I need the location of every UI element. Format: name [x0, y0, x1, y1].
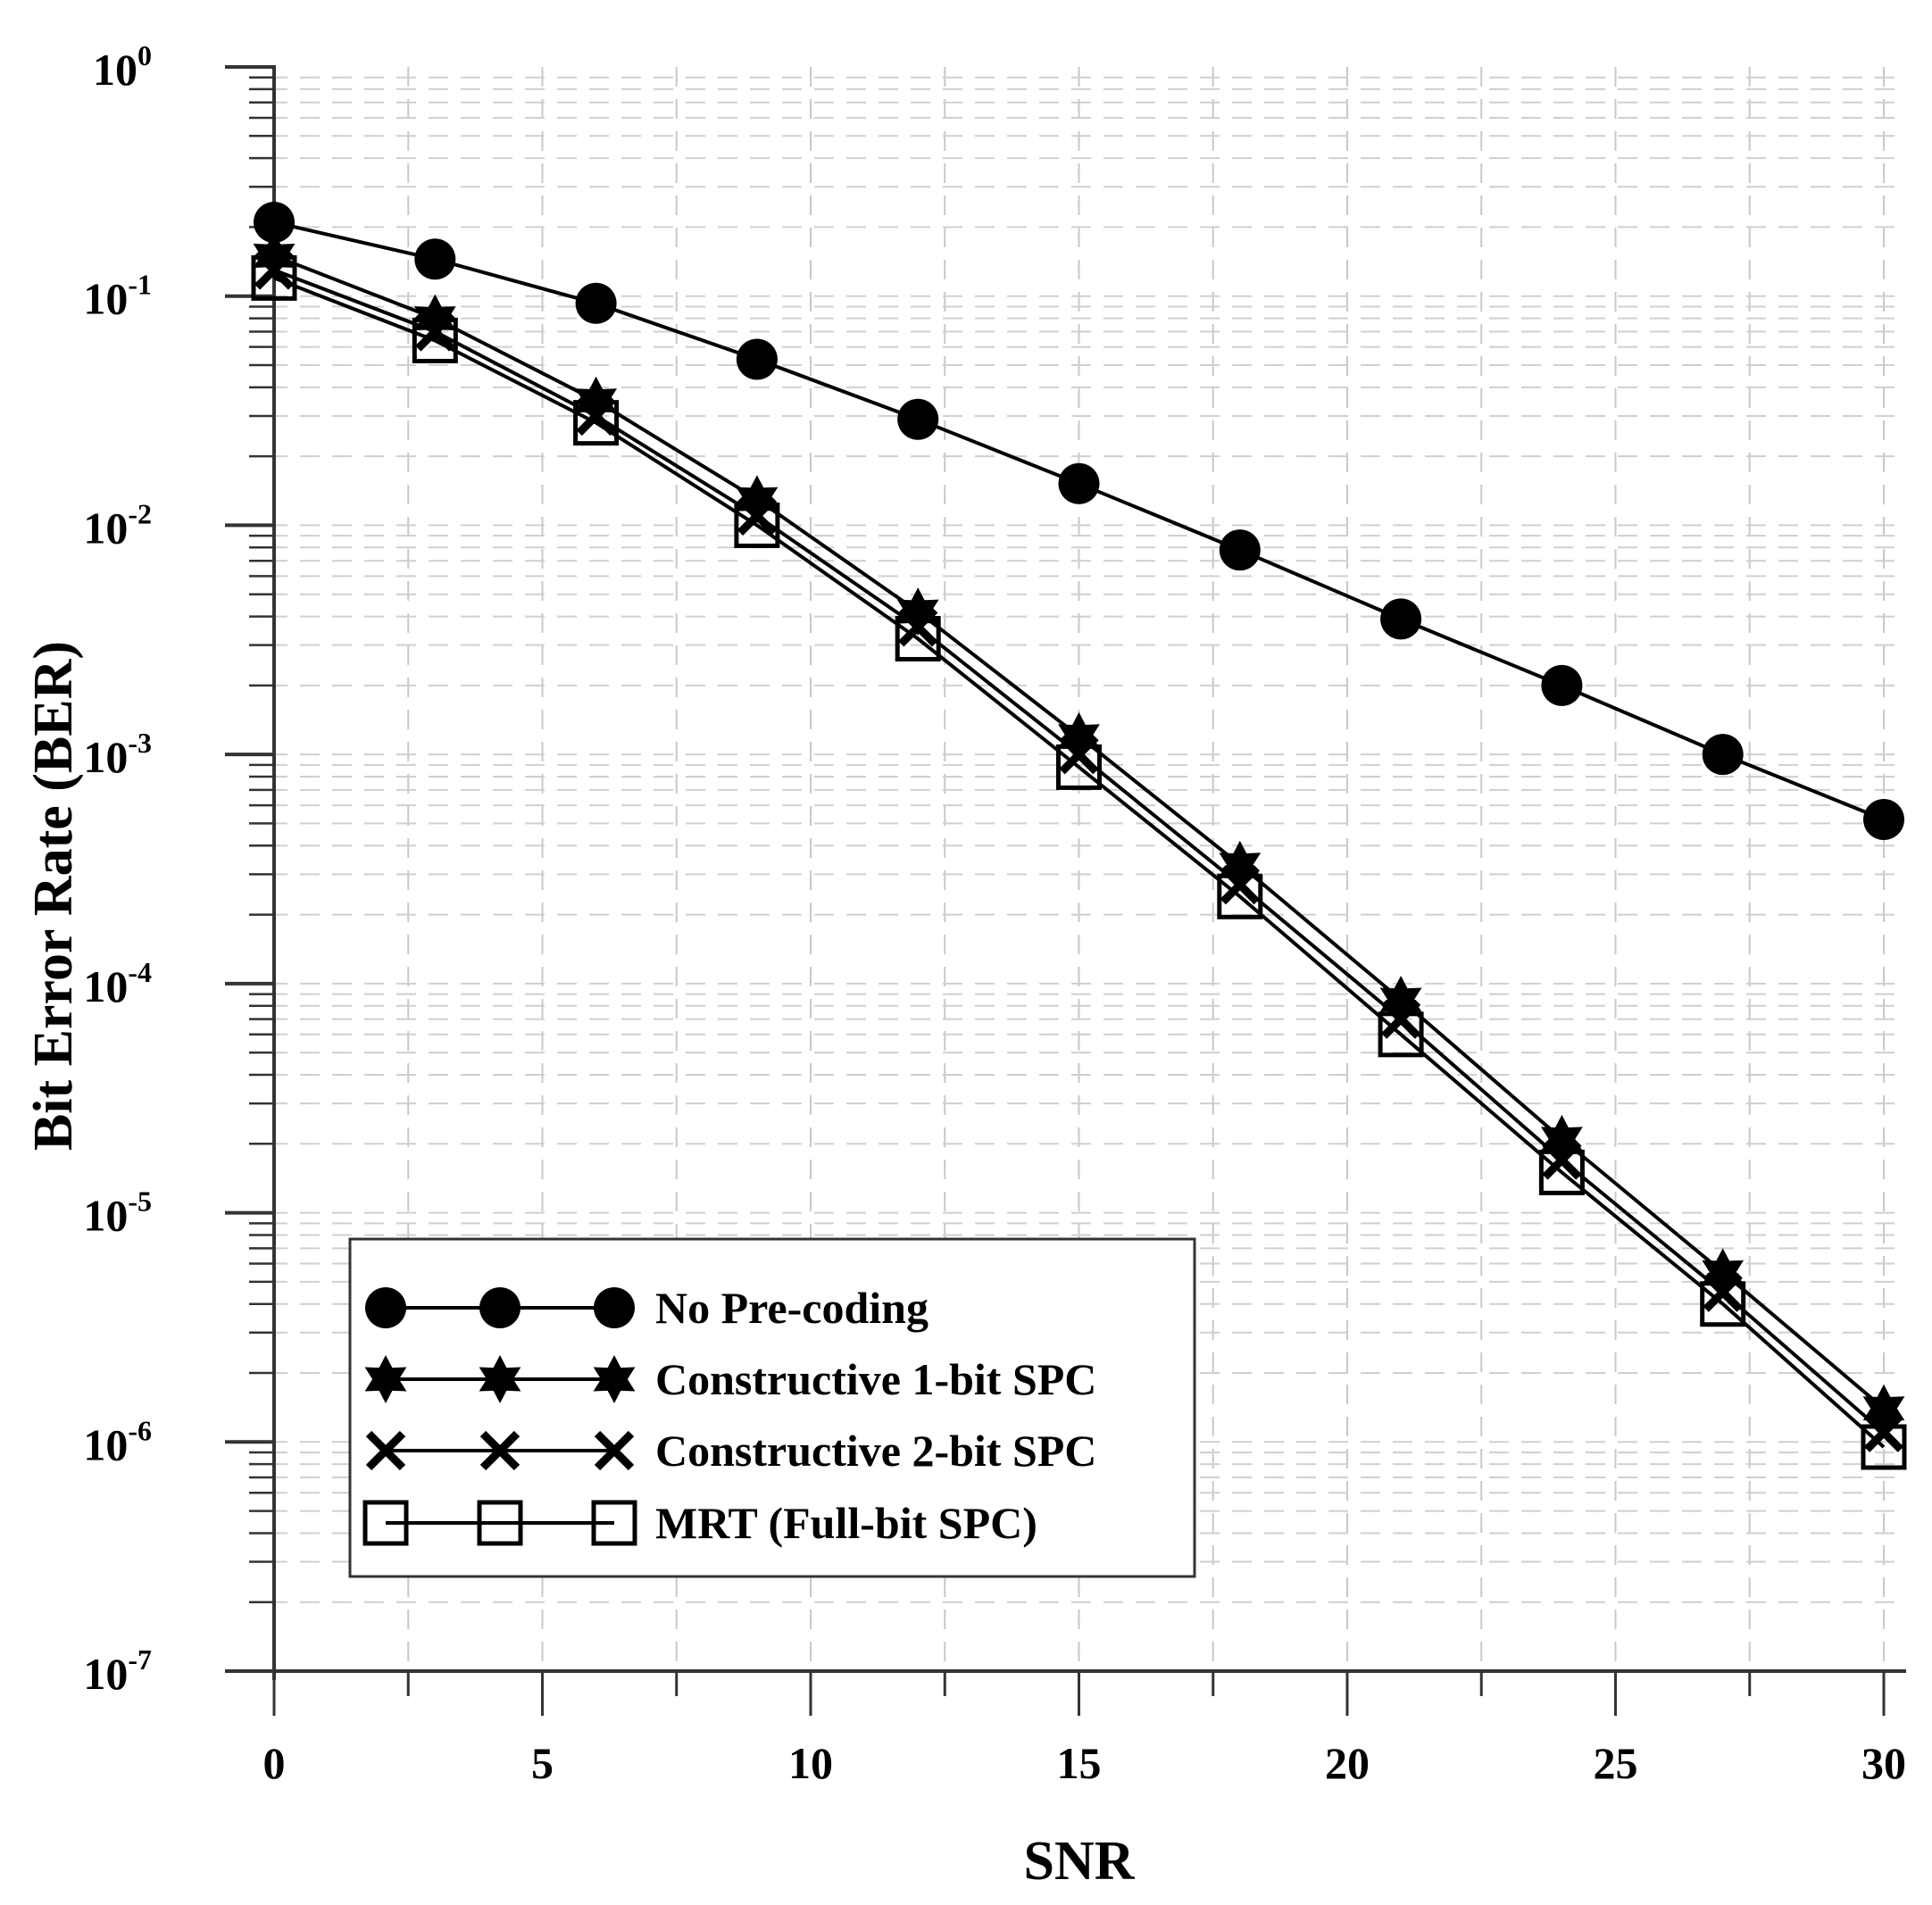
data-point [253, 231, 296, 280]
legend-marker [479, 1430, 520, 1471]
legend-marker [593, 1355, 636, 1403]
x-tick-label: 30 [1861, 1738, 1906, 1788]
legend-marker [594, 1287, 635, 1328]
data-point [1058, 711, 1100, 761]
data-point [1702, 1248, 1745, 1297]
x-tick-label: 25 [1594, 1738, 1638, 1788]
x-tick-label: 10 [788, 1738, 833, 1788]
data-point [1702, 734, 1744, 776]
data-point [1541, 664, 1583, 706]
x-tick-label: 0 [263, 1738, 286, 1788]
legend-entry: MRT (Full-bit SPC) [362, 1498, 1037, 1548]
legend-marker [479, 1287, 520, 1328]
data-point [1379, 976, 1422, 1024]
y-tick-label: 10-6 [83, 1414, 152, 1469]
legend: No Pre-coding Constructive 1-bit SPC Const… [348, 1237, 1196, 1578]
x-tick-label: 5 [531, 1738, 554, 1788]
y-tick-label: 100 [93, 39, 152, 95]
series-line [273, 276, 1886, 1449]
y-tick-label: 10-5 [83, 1185, 152, 1241]
legend-label: Constructive 1-bit SPC [655, 1354, 1096, 1404]
legend-entry: No Pre-coding [365, 1283, 929, 1333]
y-tick-label: 10-7 [83, 1643, 152, 1699]
x-tick-label: 15 [1057, 1738, 1102, 1788]
series-filled-circle [254, 201, 1904, 841]
legend-label: MRT (Full-bit SPC) [655, 1498, 1037, 1548]
series-layer [251, 201, 1907, 1470]
data-point [1380, 598, 1422, 640]
legend-marker [365, 1287, 406, 1328]
legend-marker [594, 1430, 635, 1471]
data-point [1862, 1384, 1905, 1433]
data-point [254, 201, 295, 243]
legend-entry: Constructive 1-bit SPC [364, 1354, 1096, 1404]
axes-layer: 0 5 10 15 20 25 30 100 10-1 10-2 10-3 10-4 10-5 10-6 1… [83, 39, 1906, 1788]
data-point [575, 376, 617, 425]
legend-label: Constructive 2-bit SPC [655, 1426, 1096, 1476]
data-point [896, 587, 939, 636]
grid-layer [268, 67, 1906, 1672]
data-point [1219, 840, 1262, 889]
data-point [1058, 462, 1100, 504]
series-filled-star [253, 231, 1905, 1433]
y-tick-label: 10-4 [83, 956, 152, 1011]
data-point [414, 238, 456, 280]
y-tick-label: 10-2 [83, 497, 152, 553]
data-point [736, 338, 778, 380]
legend-marker [362, 1500, 409, 1546]
legend-marker [477, 1500, 523, 1546]
legend-marker [591, 1500, 637, 1546]
data-point [1541, 1114, 1583, 1163]
x-tick-label: 20 [1325, 1738, 1370, 1788]
legend-label: No Pre-coding [655, 1283, 929, 1333]
data-point [1219, 529, 1261, 571]
data-point [1863, 799, 1904, 841]
data-point [413, 294, 456, 343]
x-axis-title: SNR [1023, 1831, 1135, 1892]
legend-marker [365, 1430, 406, 1471]
data-point [736, 475, 779, 524]
data-point [575, 282, 617, 324]
legend-entry: Constructive 2-bit SPC [365, 1426, 1096, 1476]
y-tick-label: 10-3 [83, 727, 152, 782]
y-tick-label: 10-1 [83, 269, 152, 324]
legend-marker [364, 1355, 407, 1403]
legend-marker [479, 1355, 521, 1403]
data-point [897, 398, 939, 440]
y-axis-title: Bit Error Rate (BER) [23, 641, 84, 1151]
